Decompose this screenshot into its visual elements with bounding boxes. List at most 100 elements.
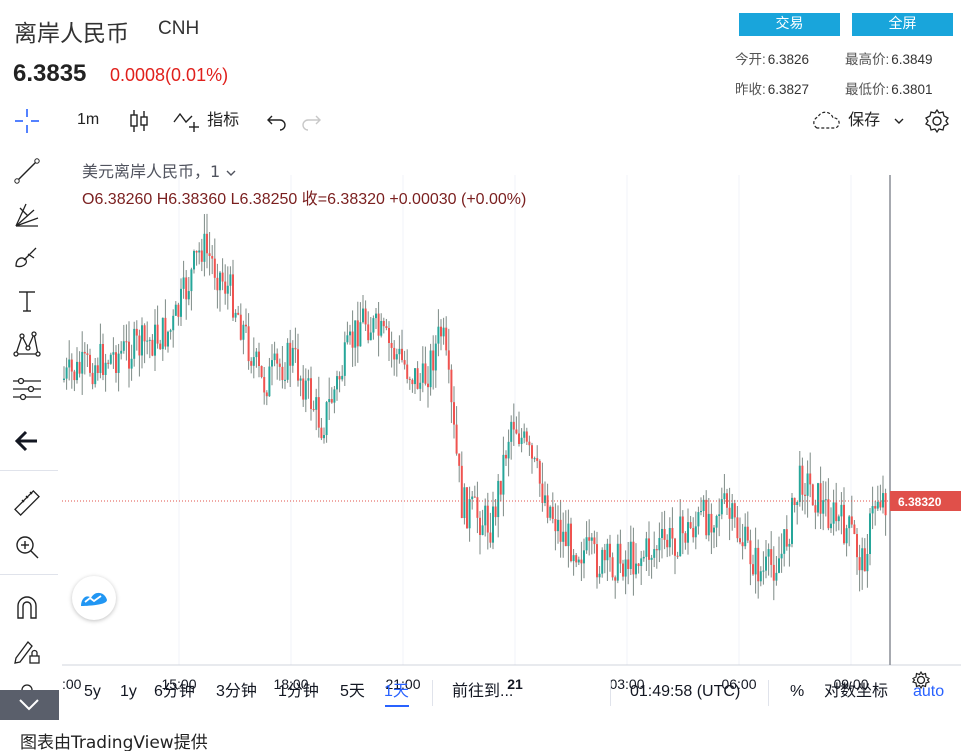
candle-body: [148, 339, 151, 341]
candle-body: [284, 379, 286, 381]
percent-toggle[interactable]: %: [790, 683, 805, 700]
candle-body: [564, 531, 567, 547]
candle-body: [811, 484, 814, 506]
candle-body: [172, 315, 175, 331]
trade-button[interactable]: 交易: [739, 13, 840, 36]
candle-body: [455, 424, 458, 454]
candles-icon[interactable]: [127, 100, 151, 140]
tradingview-logo[interactable]: [72, 576, 116, 620]
axis-settings-icon[interactable]: [911, 670, 931, 690]
crosshair-icon[interactable]: [12, 100, 42, 140]
pattern-icon[interactable]: [8, 326, 46, 364]
prediction-icon[interactable]: [8, 370, 46, 408]
instrument-title: 离岸人民币: [14, 21, 129, 47]
range-1m[interactable]: 1分钟: [278, 683, 319, 700]
candle-body: [775, 572, 778, 581]
redo-icon[interactable]: [300, 100, 322, 140]
candle-body: [567, 523, 570, 547]
range-6m[interactable]: 6分钟: [154, 683, 195, 700]
series-legend[interactable]: 美元离岸人民币，1: [82, 158, 237, 182]
price-chart[interactable]: 6.38320:00 15:00 18:00 21:00 21 03:00 06:00 09:…: [62, 145, 961, 735]
fib-icon[interactable]: [8, 196, 46, 234]
candle-body: [876, 501, 879, 509]
candle-body: [177, 304, 180, 317]
candle-body: [736, 517, 739, 539]
candle-body: [434, 343, 437, 371]
zoom-in-icon[interactable]: [8, 528, 46, 566]
candle-body: [99, 343, 102, 374]
indicators-button[interactable]: 指标: [172, 100, 239, 140]
range-3m[interactable]: 3分钟: [216, 683, 257, 700]
candle-body: [221, 272, 224, 282]
candle-body: [78, 361, 81, 374]
candle-body: [229, 274, 232, 286]
candle-body: [499, 480, 502, 495]
candle-body: [302, 378, 305, 400]
collapse-panel[interactable]: [0, 690, 59, 720]
candle-body: [869, 513, 871, 555]
candle-body: [450, 369, 453, 403]
series-name: 美元离岸人民币，1: [82, 162, 221, 181]
gear-icon[interactable]: [924, 100, 950, 140]
range-1d[interactable]: 1天: [384, 683, 409, 700]
candle-body: [502, 454, 505, 495]
candle-body: [203, 233, 206, 262]
chevron-down-icon[interactable]: [893, 100, 905, 140]
range-5d[interactable]: 5天: [340, 683, 365, 700]
text-icon[interactable]: [8, 282, 46, 320]
interval-button[interactable]: 1m: [77, 111, 100, 128]
range-1y[interactable]: 1y: [120, 683, 137, 700]
candle-body: [440, 326, 442, 337]
candle-body: [546, 495, 549, 518]
candle-body: [824, 499, 827, 501]
save-button[interactable]: 保存: [809, 100, 880, 140]
candle-body: [505, 454, 507, 459]
undo-icon[interactable]: [266, 100, 288, 140]
candle-body: [822, 500, 825, 514]
candle-body: [68, 359, 71, 368]
candle-body: [741, 542, 744, 547]
candle-body: [861, 548, 864, 571]
fullscreen-button[interactable]: 全屏: [852, 13, 953, 36]
candle-body: [765, 556, 767, 571]
log-scale-toggle[interactable]: 对数坐标: [824, 683, 889, 700]
candle-body: [603, 549, 606, 561]
candle-body: [533, 458, 536, 460]
candle-body: [494, 506, 497, 518]
candle-body: [624, 559, 627, 577]
candle-body: [442, 327, 445, 337]
clock-timezone[interactable]: 01:49:58 (UTC): [630, 683, 741, 700]
candle-body: [481, 525, 484, 535]
back-arrow-icon[interactable]: [8, 422, 46, 460]
trend-line-icon[interactable]: [8, 152, 46, 190]
candle-body: [772, 564, 775, 581]
candle-body: [70, 359, 73, 372]
time-tick-label: :00: [62, 676, 82, 692]
candle-body: [117, 353, 120, 373]
candle-body: [133, 328, 136, 359]
candle-body: [388, 327, 390, 344]
candle-body: [341, 375, 344, 380]
candle-body: [635, 563, 637, 575]
candle-body: [112, 352, 115, 355]
auto-scale-toggle[interactable]: auto: [913, 683, 945, 700]
candle-body: [726, 493, 728, 508]
chevron-down-icon[interactable]: [225, 167, 237, 179]
magnet-icon[interactable]: [8, 588, 46, 626]
goto-date-button[interactable]: 前往到...: [452, 683, 514, 700]
brush-icon[interactable]: [8, 238, 46, 276]
candle-body: [351, 331, 354, 348]
candle-body: [702, 499, 705, 512]
candle-body: [759, 571, 762, 582]
candle-body: [310, 378, 312, 410]
candle-body: [622, 563, 624, 577]
candle-body: [167, 331, 169, 347]
candle-body: [437, 326, 440, 344]
lock-pencil-icon[interactable]: [8, 632, 46, 670]
ruler-icon[interactable]: [8, 484, 46, 522]
candle-body: [190, 269, 193, 292]
candle-body: [739, 538, 741, 543]
candle-body: [406, 364, 409, 379]
candle-body: [325, 402, 328, 436]
range-5y[interactable]: 5y: [84, 683, 101, 700]
